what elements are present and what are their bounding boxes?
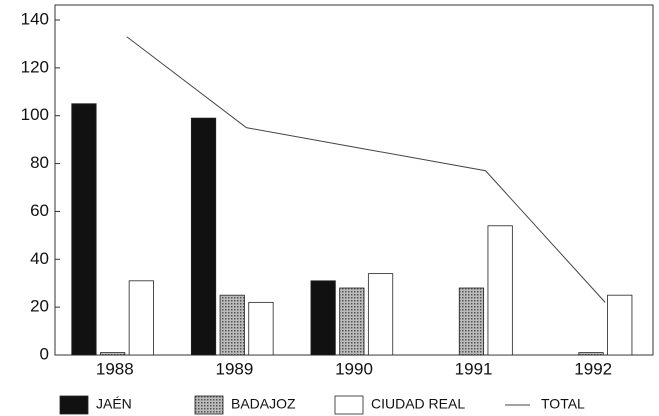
- y-tick-label: 100: [21, 105, 49, 124]
- legend-label: BADAJOZ: [231, 396, 296, 412]
- y-tick-label: 60: [30, 201, 49, 220]
- y-tick-label: 40: [30, 249, 49, 268]
- legend: JAÉN BADAJOZ CIUDAD REAL TOTAL: [59, 395, 585, 415]
- x-tick-label: 1992: [574, 359, 612, 378]
- bar: [339, 287, 365, 356]
- bar: [578, 352, 604, 356]
- bar: [487, 225, 513, 356]
- legend-swatch: [194, 395, 224, 415]
- legend-label: TOTAL: [541, 396, 585, 412]
- y-tick-label: 80: [30, 153, 49, 172]
- bar: [100, 352, 126, 356]
- y-tick-label: 140: [21, 9, 49, 28]
- x-tick-label: 1991: [455, 359, 493, 378]
- y-tick-label: 0: [40, 344, 49, 363]
- y-tick-label: 120: [21, 57, 49, 76]
- bar: [607, 294, 633, 356]
- bar: [458, 287, 485, 356]
- x-tick-label: 1990: [335, 359, 373, 378]
- bar: [310, 280, 336, 356]
- legend-swatch: [334, 395, 364, 415]
- bar: [248, 301, 274, 356]
- bar: [219, 294, 245, 356]
- legend-swatch: [59, 395, 89, 415]
- bar: [190, 117, 217, 356]
- legend-label: JAÉN: [96, 396, 132, 412]
- y-tick-label: 20: [30, 297, 49, 316]
- x-tick-label: 1989: [215, 359, 253, 378]
- line: [126, 36, 606, 303]
- bar: [71, 103, 97, 356]
- legend-label: CIUDAD REAL: [371, 396, 465, 412]
- bar: [367, 273, 394, 356]
- x-tick-label: 1988: [96, 359, 134, 378]
- bar: [128, 280, 154, 356]
